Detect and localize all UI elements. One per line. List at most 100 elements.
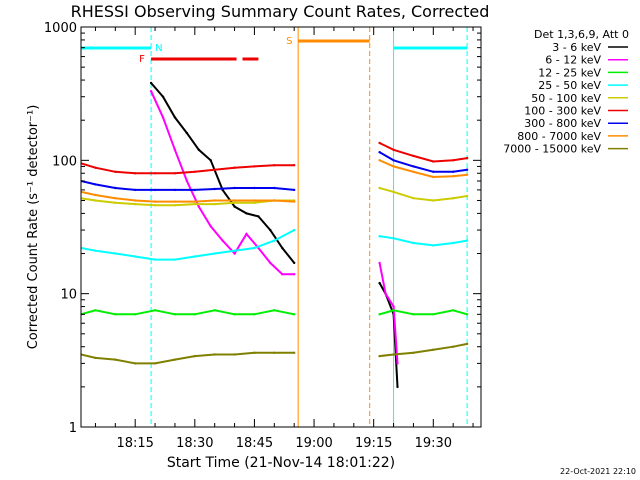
data-point xyxy=(253,246,256,250)
data-point xyxy=(452,197,455,200)
y-tick-label: 10 xyxy=(60,288,77,303)
data-point xyxy=(257,215,260,218)
data-point xyxy=(392,148,395,151)
data-point xyxy=(173,313,177,316)
data-point xyxy=(173,200,177,203)
data-point xyxy=(293,188,296,192)
series-line-5-after-gap xyxy=(379,187,468,202)
data-point xyxy=(392,190,395,194)
data-point xyxy=(273,351,276,354)
data-point xyxy=(245,212,248,215)
data-point xyxy=(114,186,117,190)
data-point xyxy=(293,200,296,203)
data-point xyxy=(378,141,381,145)
data-point xyxy=(134,202,137,206)
data-point xyxy=(153,188,157,192)
legend-label: 7000 - 15000 keV xyxy=(503,143,601,156)
data-point xyxy=(378,261,381,265)
data-point xyxy=(134,199,137,202)
data-point xyxy=(392,309,395,312)
series-line-4-after-gap xyxy=(379,235,468,247)
data-point xyxy=(281,273,284,276)
data-point xyxy=(197,205,200,208)
data-point xyxy=(273,199,276,202)
data-point xyxy=(293,261,296,265)
data-point xyxy=(233,166,236,169)
x-axis: 18:15 18:30 18:45 19:00 19:15 19:30 xyxy=(94,27,474,451)
data-point xyxy=(185,179,189,183)
data-point xyxy=(465,194,469,198)
data-point xyxy=(465,342,469,346)
data-point xyxy=(378,313,381,316)
data-point xyxy=(134,188,137,192)
data-point xyxy=(134,172,137,175)
data-point xyxy=(134,362,137,365)
flare-marker-label: F xyxy=(139,54,145,65)
interval-markers: NF S xyxy=(80,27,468,427)
series-line-2-after-gap xyxy=(378,262,399,364)
series-line-8-before-gap xyxy=(81,190,295,203)
legend-label: 3 - 6 keV xyxy=(552,41,601,54)
data-point xyxy=(392,353,395,356)
data-point xyxy=(384,292,387,295)
data-point xyxy=(94,249,97,252)
data-point xyxy=(452,175,455,178)
data-point xyxy=(94,199,97,202)
legend-label: 300 - 800 keV xyxy=(524,117,601,130)
data-point xyxy=(465,168,469,171)
data-point xyxy=(193,200,196,203)
data-point xyxy=(273,309,276,312)
data-point xyxy=(233,199,236,202)
series-line-4-before-gap xyxy=(81,229,295,261)
legend-label: 12 - 25 keV xyxy=(538,66,601,79)
data-point xyxy=(378,354,381,358)
x-tick-label: 18:45 xyxy=(236,436,273,451)
data-point xyxy=(245,232,248,236)
data-point xyxy=(193,354,196,358)
legend-header: Det 1,3,6,9, Att 0 xyxy=(534,28,629,41)
data-point xyxy=(161,95,165,98)
data-point xyxy=(392,305,395,308)
data-point xyxy=(452,170,455,173)
data-point xyxy=(233,249,236,252)
data-point xyxy=(378,186,381,190)
x-tick-label: 19:00 xyxy=(295,436,332,451)
data-point xyxy=(209,159,212,162)
data-point xyxy=(293,351,296,354)
data-point xyxy=(153,362,157,365)
data-point xyxy=(114,197,117,200)
data-point xyxy=(412,154,415,158)
data-point xyxy=(173,358,177,361)
x-tick-label: 18:15 xyxy=(116,436,153,451)
x-tick-label: 19:30 xyxy=(415,436,452,451)
data-point xyxy=(293,313,296,316)
data-point xyxy=(269,228,272,232)
data-point xyxy=(432,313,435,316)
data-point xyxy=(233,252,236,255)
data-point xyxy=(412,241,415,245)
data-point xyxy=(378,159,381,162)
data-point xyxy=(392,237,395,240)
data-point xyxy=(378,281,381,285)
series-line-8-after-gap xyxy=(379,159,468,179)
series-line-3-before-gap xyxy=(81,309,295,316)
series-line-7-after-gap xyxy=(379,151,468,173)
data-point xyxy=(193,255,196,258)
x-tick-label: 18:30 xyxy=(176,436,213,451)
data-point xyxy=(412,170,415,173)
x-axis-label: Start Time (21-Nov-14 18:01:22) xyxy=(167,455,395,471)
data-point xyxy=(412,197,415,200)
data-point xyxy=(253,313,256,316)
legend-label: 100 - 300 keV xyxy=(524,105,601,118)
data-point xyxy=(293,164,296,167)
y-axis: 1 10 100 1000 xyxy=(44,21,481,436)
data-point xyxy=(213,202,216,206)
series-line-2-before-gap xyxy=(150,90,295,276)
data-point xyxy=(213,199,216,202)
data-point xyxy=(452,345,455,348)
data-point xyxy=(273,186,276,190)
data-point xyxy=(253,186,256,190)
data-point xyxy=(412,313,415,316)
data-point xyxy=(153,258,157,261)
